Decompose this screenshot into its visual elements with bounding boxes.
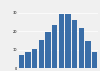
Bar	[39, 40, 44, 68]
Bar	[72, 20, 77, 68]
Bar	[92, 52, 97, 68]
Bar	[52, 25, 57, 68]
Bar	[85, 41, 91, 68]
Bar	[59, 14, 64, 68]
Bar	[65, 14, 71, 68]
Bar	[19, 55, 24, 68]
Bar	[25, 52, 31, 68]
Bar	[45, 32, 51, 68]
Bar	[79, 28, 84, 68]
Bar	[32, 49, 37, 68]
